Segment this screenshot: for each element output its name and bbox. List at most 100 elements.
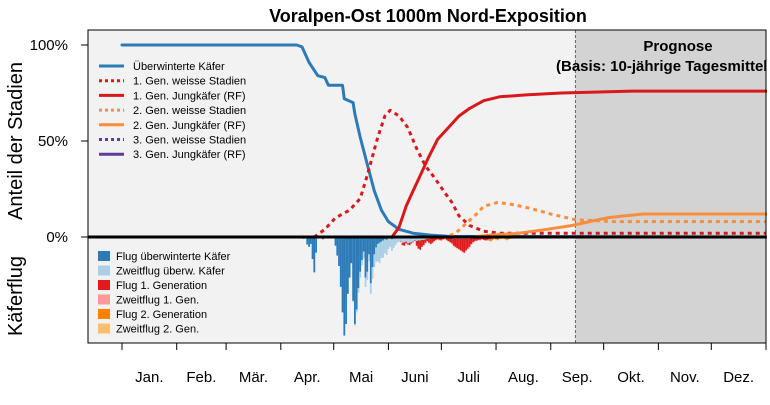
flight-bar [442, 238, 445, 240]
x-tick-label: Feb. [186, 369, 216, 386]
flight-bar [380, 241, 383, 258]
flight-bar [401, 237, 404, 243]
legend-entry: 3. Gen. Jungkäfer (RF) [133, 149, 246, 161]
x-tick-label: Juli [457, 369, 480, 386]
flight-bar [413, 240, 416, 242]
flight-bars [286, 237, 572, 336]
flight-bar [410, 237, 413, 243]
flight-bar [424, 242, 427, 244]
flight-bar [458, 249, 460, 250]
flight-bar [371, 267, 374, 279]
flight-bar [463, 252, 466, 254]
flight-bar [311, 237, 314, 260]
flight-bar [461, 238, 464, 252]
flight-bar [306, 237, 309, 245]
flight-bar [378, 237, 381, 243]
flight-bar [391, 239, 393, 251]
flight-bar [496, 238, 499, 240]
flight-bar [406, 237, 409, 244]
flight-bar [470, 243, 473, 245]
flight-bar [406, 243, 409, 245]
legend-entry: Zweitflug 1. Gen. [116, 295, 199, 307]
flight-bar [433, 238, 436, 242]
chart-title: Voralpen-Ost 1000m Nord-Exposition [269, 6, 587, 26]
flight-bar [477, 239, 480, 241]
flight-bar [385, 239, 388, 255]
flight-bar [336, 237, 339, 256]
flight-bar [445, 239, 448, 241]
legend-entry: Flug 1. Generation [116, 280, 207, 292]
legend-entry: 1. Gen. Jungkäfer (RF) [133, 90, 246, 102]
legend-swatch [98, 309, 110, 319]
flight-bar [473, 241, 476, 242]
legend-swatch [98, 294, 110, 305]
flight-bar [352, 237, 355, 301]
flight-bar [419, 237, 422, 241]
y-tick-label: 100% [30, 37, 68, 54]
flight-bar [459, 250, 462, 251]
flight-bar [364, 237, 367, 278]
flight-bar [378, 242, 381, 264]
legend-entry: 3. Gen. weisse Stadien [133, 135, 246, 147]
flight-bar [443, 238, 446, 240]
flight-bar [454, 238, 457, 247]
legend-swatch [98, 265, 110, 276]
flight-bar [417, 240, 420, 249]
flight-bar [403, 237, 406, 243]
flight-bar [472, 238, 475, 243]
flight-bar [488, 239, 490, 241]
flight-bar [468, 238, 471, 247]
flight-bar [382, 240, 385, 258]
flight-bar [507, 238, 510, 240]
flight-bar [401, 242, 404, 246]
flight-bar [394, 238, 397, 246]
flight-bar [466, 238, 469, 249]
flight-bar [431, 242, 434, 244]
flight-bar [362, 251, 365, 259]
flight-bar [338, 237, 340, 266]
flight-bar [350, 237, 353, 264]
flight-bar [359, 237, 362, 272]
flight-bar [477, 238, 480, 240]
flight-bar [334, 237, 337, 246]
flight-bar [491, 239, 494, 241]
flight-bar [403, 242, 406, 246]
flight-bar [343, 237, 346, 336]
flight-bar [399, 241, 402, 242]
flight-bar [357, 237, 360, 289]
x-tick-label: Apr. [294, 369, 321, 386]
flight-bar [435, 238, 437, 240]
flight-bar [473, 238, 476, 242]
flight-bar [429, 238, 432, 244]
flight-bar [405, 241, 407, 244]
flight-bar [373, 254, 376, 268]
stage-legend: Überwinterte Käfer 1. Gen. weisse Stadien… [99, 61, 246, 161]
flight-bar [412, 241, 415, 243]
flight-bar [456, 248, 459, 249]
flight-bar [498, 238, 501, 240]
flight-bar [422, 237, 425, 240]
flight-bar [353, 237, 356, 324]
flight-bar [440, 239, 443, 242]
series-line [120, 89, 768, 239]
y-axis-label: Anteil der Stadien [5, 62, 27, 220]
flight-bar [433, 241, 436, 242]
flight-bar [454, 246, 457, 248]
legend-entry: Zweitflug 2. Gen. [116, 324, 199, 336]
flight-bar [361, 237, 363, 261]
flight-bar [339, 237, 342, 287]
flight-bar [435, 239, 437, 241]
flight-bar [369, 283, 372, 294]
flight-bar [387, 238, 390, 250]
legend-swatch [98, 251, 110, 261]
flight-bar [447, 241, 450, 242]
flight-bar [456, 238, 459, 249]
flight-bar [486, 239, 489, 241]
flight-bar [468, 246, 471, 248]
legend-entry: Flug 2. Generation [116, 309, 207, 321]
flight-bar [436, 238, 439, 240]
flight-bar [392, 238, 395, 249]
flight-bar [491, 238, 494, 240]
flight-bar [396, 237, 399, 243]
flight-bar [472, 242, 475, 243]
